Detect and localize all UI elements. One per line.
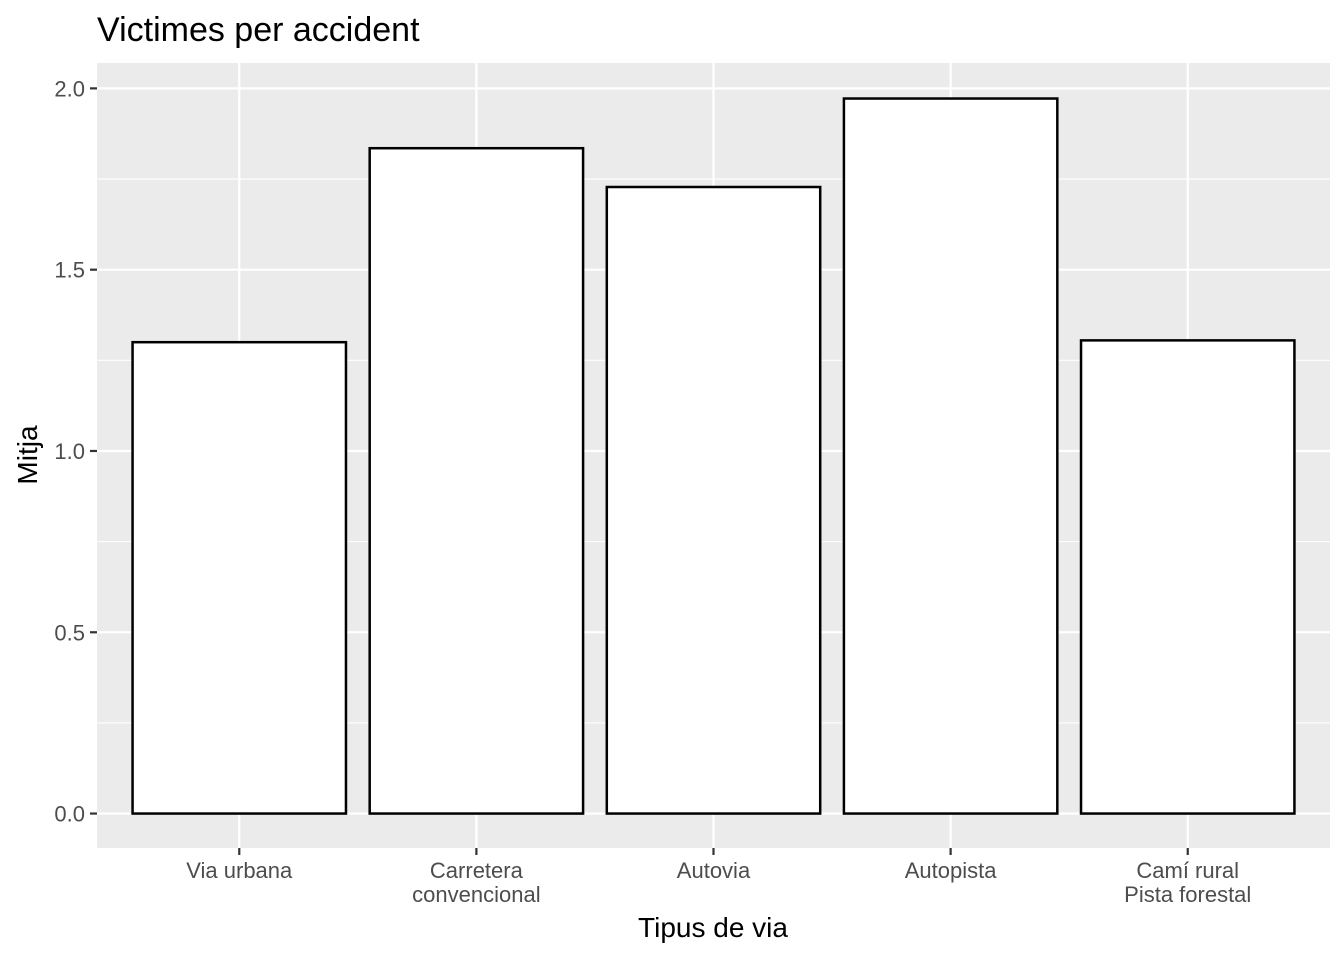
x-axis: Via urbana Carretera convencional Autovia Au… [186,848,1251,907]
y-tick-label: 0.5 [54,620,85,645]
x-axis-title: Tipus de via [638,912,788,943]
y-axis: 0.0 0.5 1.0 1.5 2.0 [54,76,97,827]
x-tick-label: Carretera convencional [412,858,540,907]
bar [605,185,822,815]
x-tick-label: Camí rural Pista forestal [1124,858,1251,907]
bar [1079,339,1296,815]
x-tick-label: Autopista [905,858,997,883]
y-tick-label: 2.0 [54,76,85,101]
bar [131,340,348,815]
chart-title: Victimes per accident [97,11,420,49]
bars [131,97,1296,815]
x-tick-label: Via urbana [186,858,293,883]
bar [842,97,1059,815]
y-tick-label: 0.0 [54,802,85,827]
x-tick-label: Autovia [677,858,751,883]
y-tick-label: 1.0 [54,439,85,464]
y-tick-label: 1.5 [54,258,85,283]
bar [368,146,585,815]
y-axis-title: Mitja [12,425,43,485]
